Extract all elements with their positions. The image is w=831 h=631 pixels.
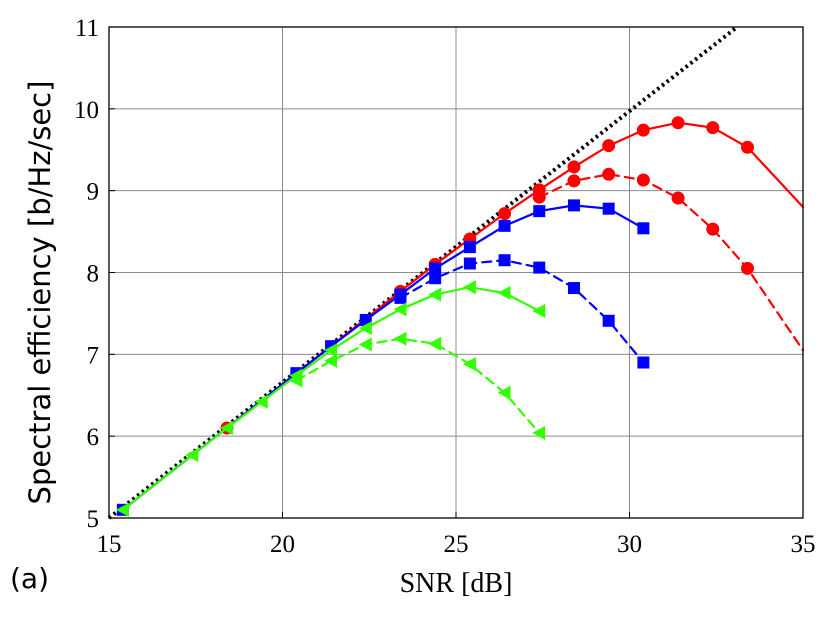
grid-lines — [109, 27, 803, 518]
y-tick-label: 9 — [87, 179, 100, 206]
x-tick-label: 35 — [791, 531, 816, 558]
triangle-marker — [289, 373, 303, 388]
square-marker — [498, 219, 511, 232]
x-tick-label: 15 — [97, 531, 122, 558]
x-tick-label: 25 — [444, 531, 469, 558]
y-tick-label: 8 — [87, 261, 100, 288]
series-4 — [394, 254, 650, 369]
circle-marker — [706, 222, 720, 236]
square-marker — [533, 261, 546, 274]
triangle-marker — [497, 285, 511, 300]
x-tick-label: 20 — [270, 531, 295, 558]
series-2 — [532, 167, 805, 352]
circle-marker — [602, 139, 616, 153]
circle-marker — [498, 207, 512, 221]
triangle-marker — [428, 287, 442, 302]
square-marker — [498, 254, 511, 267]
series-1-line — [225, 121, 805, 430]
triangle-marker — [358, 337, 372, 352]
series-3 — [116, 199, 650, 516]
triangle-marker — [115, 502, 129, 517]
axis-ticks: 15 20 25 30 35 5 6 7 8 9 10 11 — [74, 15, 816, 558]
square-marker — [429, 272, 442, 285]
series-1 — [220, 116, 805, 435]
triangle-marker — [324, 343, 338, 358]
series-6 — [289, 331, 546, 440]
square-marker — [567, 199, 580, 212]
triangle-marker — [497, 385, 511, 400]
square-marker — [533, 205, 546, 218]
y-tick-label: 10 — [74, 97, 99, 124]
y-axis-label: Spectral efficiency [b/Hz/sec] — [23, 81, 57, 505]
circle-marker — [532, 190, 546, 204]
square-marker — [602, 202, 615, 215]
square-marker — [463, 241, 476, 254]
series-0-line — [107, 25, 739, 520]
triangle-marker — [324, 353, 338, 368]
circle-marker — [567, 174, 581, 188]
triangle-marker — [219, 420, 233, 435]
triangle-marker — [358, 321, 372, 336]
square-marker — [637, 222, 650, 235]
circle-marker — [740, 261, 754, 275]
circle-marker — [636, 173, 650, 187]
y-tick-label: 5 — [87, 506, 100, 533]
square-marker — [394, 291, 407, 304]
series-5 — [115, 280, 546, 517]
triangle-marker — [185, 447, 199, 462]
triangle-marker — [462, 357, 476, 372]
x-axis-label: SNR [dB] — [400, 568, 513, 599]
circle-marker — [740, 140, 754, 154]
triangle-marker — [462, 280, 476, 295]
triangle-marker — [532, 425, 546, 440]
triangle-marker — [393, 331, 407, 346]
square-marker — [567, 282, 580, 295]
circle-marker — [636, 123, 650, 137]
triangle-marker — [532, 303, 546, 318]
y-tick-label: 6 — [87, 424, 100, 451]
circle-marker — [706, 121, 720, 135]
circle-marker — [671, 191, 685, 205]
square-marker — [429, 262, 442, 275]
series-0 — [107, 25, 739, 520]
panel-label: (a) — [10, 562, 49, 595]
triangle-marker — [393, 302, 407, 317]
circle-marker — [567, 160, 581, 174]
square-marker — [602, 314, 615, 327]
triangle-marker — [254, 394, 268, 409]
x-tick-label: 30 — [617, 531, 642, 558]
square-marker — [463, 257, 476, 270]
square-marker — [637, 356, 650, 369]
circle-marker — [671, 116, 685, 130]
series-3-line — [121, 204, 645, 511]
series-5-line — [121, 286, 541, 511]
y-tick-label: 7 — [87, 342, 100, 369]
series-layer — [107, 25, 805, 520]
triangle-marker — [428, 336, 442, 351]
circle-marker — [602, 167, 616, 181]
y-tick-label: 11 — [75, 15, 99, 42]
